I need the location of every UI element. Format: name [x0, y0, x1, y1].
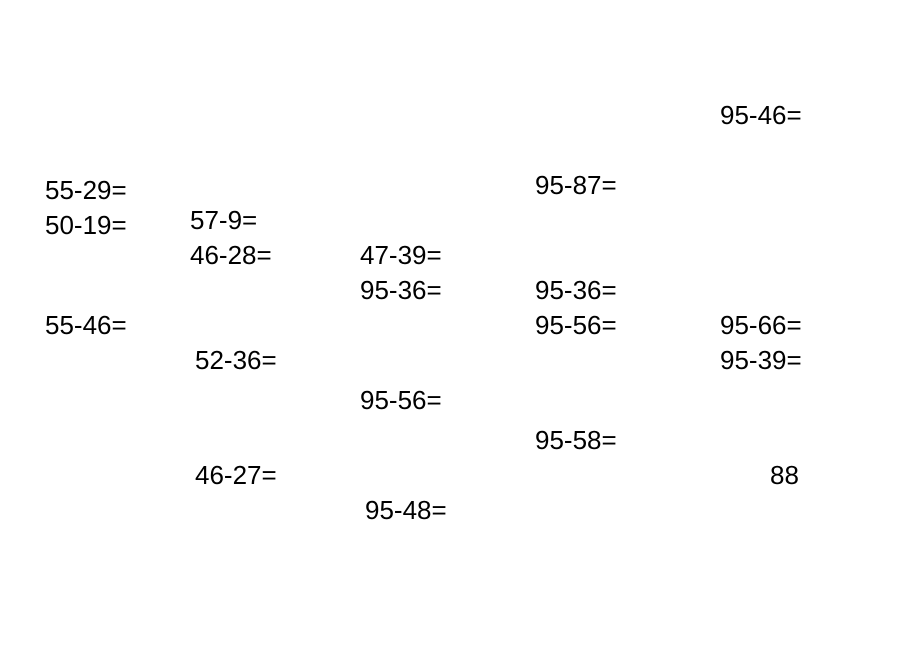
equation-18: 95-48= — [365, 495, 447, 526]
equation-17: 88 — [770, 460, 799, 491]
equation-9: 55-46= — [45, 310, 127, 341]
equation-6: 47-39= — [360, 240, 442, 271]
equation-2: 95-87= — [535, 170, 617, 201]
equation-14: 95-56= — [360, 385, 442, 416]
equation-1: 55-29= — [45, 175, 127, 206]
equation-7: 95-36= — [360, 275, 442, 306]
equation-4: 57-9= — [190, 205, 257, 236]
equation-10: 95-56= — [535, 310, 617, 341]
equation-0: 95-46= — [720, 100, 802, 131]
equation-5: 46-28= — [190, 240, 272, 271]
equation-12: 52-36= — [195, 345, 277, 376]
equation-15: 95-58= — [535, 425, 617, 456]
equation-16: 46-27= — [195, 460, 277, 491]
equation-3: 50-19= — [45, 210, 127, 241]
equation-13: 95-39= — [720, 345, 802, 376]
equation-11: 95-66= — [720, 310, 802, 341]
equation-8: 95-36= — [535, 275, 617, 306]
